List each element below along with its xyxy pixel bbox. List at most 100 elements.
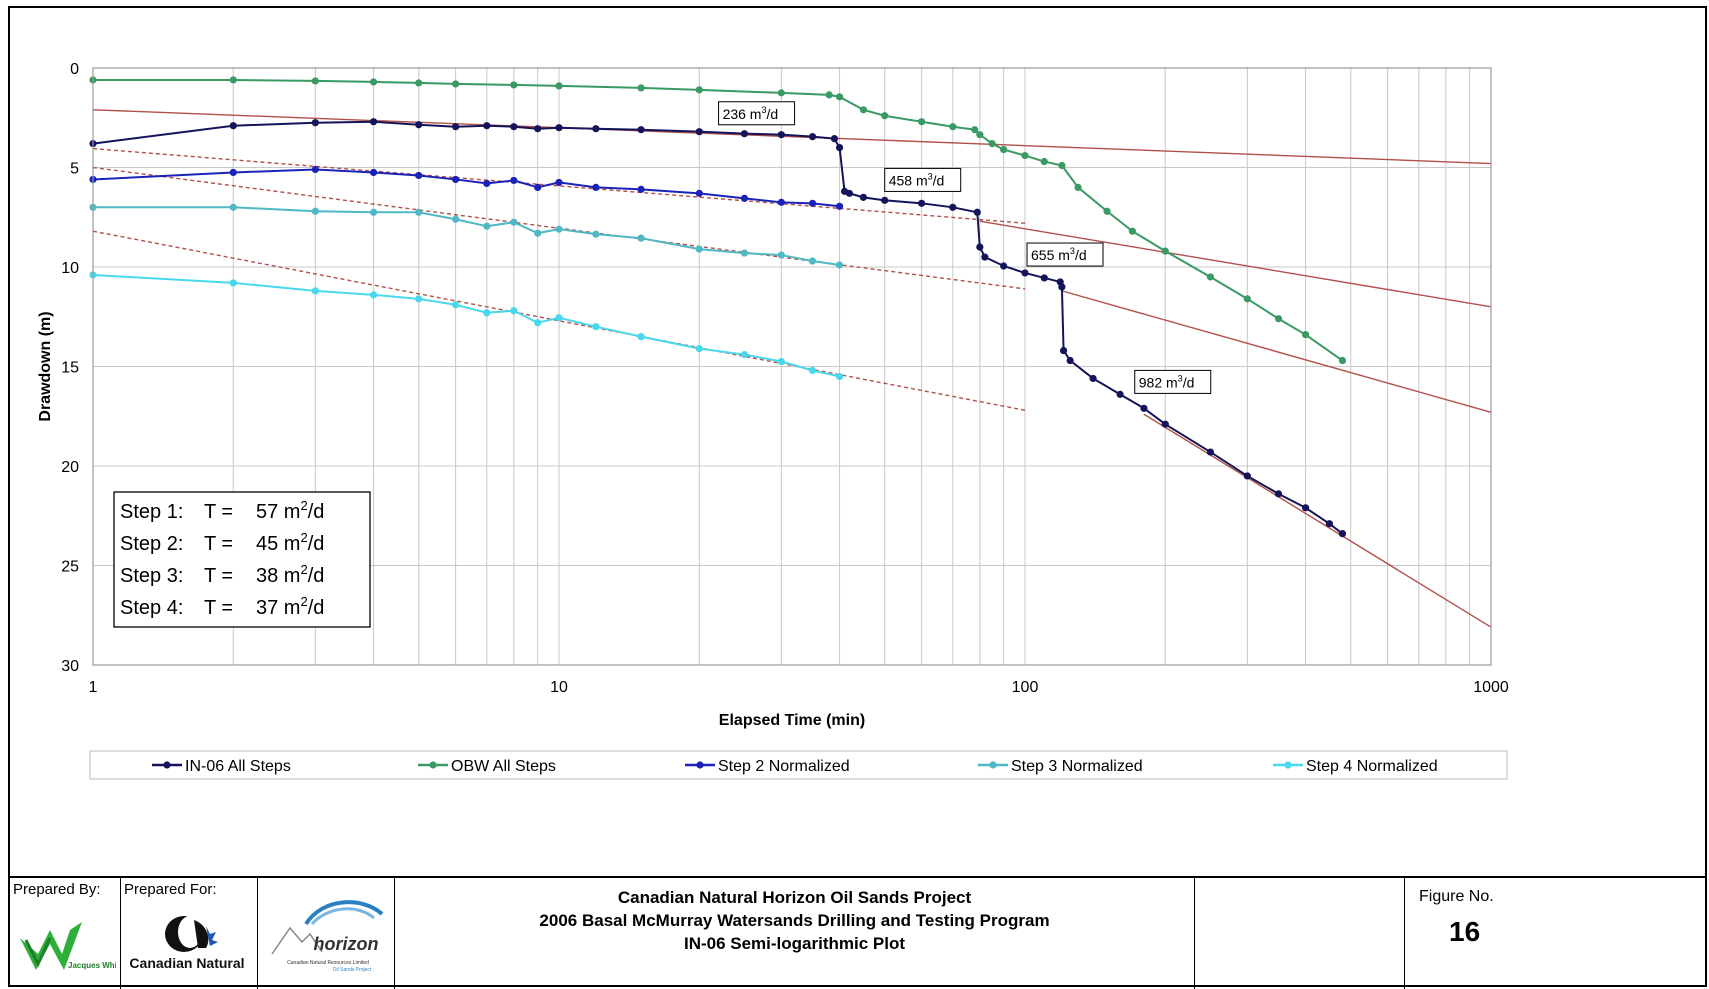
prepared-for-label: Prepared For: xyxy=(124,881,217,898)
legend-label: Step 2 Normalized xyxy=(718,758,850,775)
data-point xyxy=(740,249,749,257)
data-point xyxy=(369,78,378,86)
project-title-line3: IN-06 Semi-logarithmic Plot xyxy=(683,934,906,953)
data-point xyxy=(555,178,563,187)
data-point xyxy=(1128,227,1136,235)
data-point xyxy=(1074,183,1082,191)
data-point xyxy=(835,261,844,269)
data-point xyxy=(777,251,785,259)
horizon-logo-text: horizon xyxy=(314,934,379,954)
data-point xyxy=(973,208,981,216)
prepared-by-cell: Prepared By: Jacques Whitford xyxy=(10,878,121,989)
y-tick-label: 15 xyxy=(61,360,79,377)
rate-labels: 236 m3/d 458 m3/d 655 m3/d 982 m3/d xyxy=(718,101,1212,394)
legend: IN-06 All Steps OBW All Steps Step 2 Norma… xyxy=(89,750,1508,780)
data-point xyxy=(483,222,491,230)
title-block: Prepared By: Jacques Whitford Prepared F… xyxy=(10,876,1705,989)
transmissivity-step: Step 4: xyxy=(120,597,183,619)
data-point xyxy=(695,86,703,94)
y-axis-label: Drawdown (m) xyxy=(37,311,54,421)
fit-line xyxy=(92,147,1026,224)
data-point xyxy=(949,123,957,131)
data-point xyxy=(369,118,378,126)
data-point xyxy=(229,168,237,177)
y-tick-label: 20 xyxy=(61,459,79,476)
x-tick-label: 10 xyxy=(550,679,568,696)
y-tick-label: 0 xyxy=(70,61,79,78)
horizon-logo: horizon Canadian Natural Resources Limit… xyxy=(271,900,384,973)
data-point xyxy=(592,125,600,133)
data-point xyxy=(510,176,518,185)
legend-entry: Step 3 Normalized xyxy=(978,758,1143,775)
data-point xyxy=(483,309,491,317)
legend-entry: OBW All Steps xyxy=(418,758,556,775)
transmissivity-step: Step 3: xyxy=(120,565,183,587)
project-title-line1: Canadian Natural Horizon Oil Sands Proje… xyxy=(617,888,972,907)
data-point xyxy=(415,208,423,216)
data-point xyxy=(859,106,867,114)
data-point xyxy=(830,135,839,143)
data-point xyxy=(534,125,542,133)
data-point xyxy=(1325,520,1333,528)
transmissivity-value: 37 m2/d xyxy=(256,594,324,619)
legend-box xyxy=(89,750,1508,780)
data-point xyxy=(369,291,378,299)
transmissivity-value: 38 m2/d xyxy=(256,562,324,587)
data-point xyxy=(1338,530,1347,538)
data-point xyxy=(881,196,889,204)
data-point xyxy=(1059,346,1068,355)
data-point xyxy=(1206,448,1215,456)
rate-label-text: 458 m3/d xyxy=(889,171,945,188)
legend-swatch-marker xyxy=(163,761,171,769)
data-point xyxy=(311,287,319,295)
fit-line xyxy=(1061,290,1492,413)
data-point xyxy=(452,123,460,131)
series-line xyxy=(92,168,840,208)
fit-line xyxy=(979,220,1492,308)
fit-line xyxy=(92,109,1492,165)
data-point xyxy=(976,243,984,251)
series-line xyxy=(92,273,840,378)
data-point xyxy=(311,207,319,215)
fit-line xyxy=(1143,413,1492,628)
data-point xyxy=(1338,356,1347,365)
rate-label-text: 236 m3/d xyxy=(723,105,779,122)
data-point xyxy=(777,131,785,139)
transmissivity-value: 45 m2/d xyxy=(256,530,324,555)
data-point xyxy=(695,245,703,253)
legend-label: Step 4 Normalized xyxy=(1306,758,1438,775)
data-point xyxy=(637,185,645,193)
transmissivity-value: 57 m2/d xyxy=(256,498,324,523)
legend-swatch-marker xyxy=(1284,761,1292,769)
series-in-06-all-steps xyxy=(89,118,1347,538)
data-point xyxy=(835,202,844,210)
y-tick-label: 10 xyxy=(61,260,79,277)
data-point xyxy=(1161,420,1169,428)
data-point xyxy=(483,179,491,188)
data-point xyxy=(229,122,237,130)
rate-label: 236 m3/d xyxy=(718,101,796,126)
data-point xyxy=(981,253,989,261)
data-point xyxy=(637,84,645,92)
data-point xyxy=(534,319,542,327)
legend-label: Step 3 Normalized xyxy=(1011,758,1143,775)
data-point xyxy=(1089,374,1097,383)
data-point xyxy=(311,165,319,174)
data-point xyxy=(637,234,645,242)
data-point xyxy=(777,198,785,206)
data-point xyxy=(415,121,423,129)
client-name: Canadian Natural xyxy=(129,955,244,971)
data-point xyxy=(637,333,645,341)
data-point xyxy=(534,229,542,237)
rate-label-box xyxy=(1134,369,1212,394)
transmissivity-eq: T = xyxy=(204,533,233,555)
figure-number: 16 xyxy=(1449,916,1481,947)
data-point xyxy=(1040,274,1048,282)
legend-swatch-marker xyxy=(429,761,437,769)
data-point xyxy=(555,225,563,233)
consultant-logo: Jacques Whitford xyxy=(20,922,116,970)
data-point xyxy=(415,79,423,87)
data-point xyxy=(695,128,703,136)
data-point xyxy=(369,168,378,177)
prepared-for-cell: Prepared For: Canadian Natural xyxy=(121,878,258,989)
